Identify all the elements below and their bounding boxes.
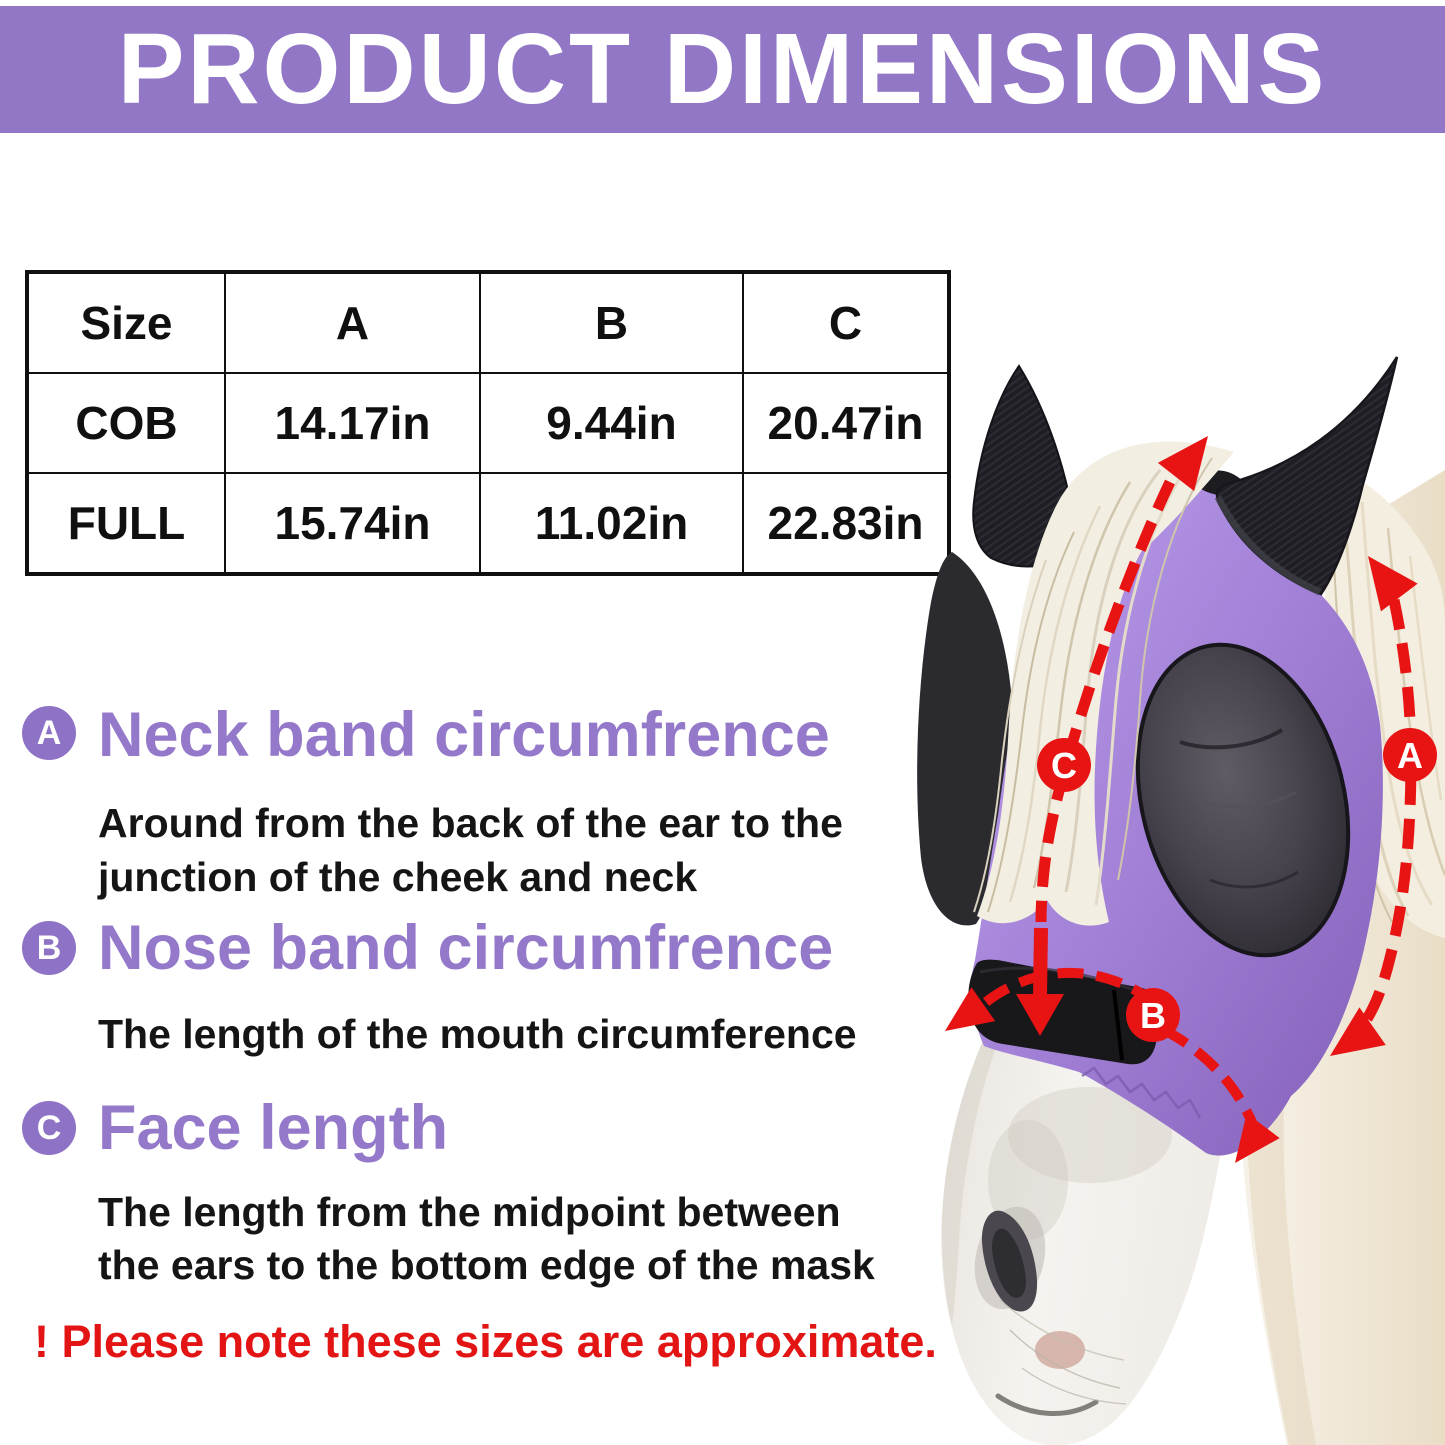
page-title: PRODUCT DIMENSIONS: [117, 13, 1328, 125]
cell-c: 20.47in: [742, 372, 950, 474]
cell-size: FULL: [26, 472, 226, 575]
col-header-b: B: [479, 271, 744, 374]
cell-b: 11.02in: [479, 472, 744, 575]
muzzle-details: [974, 1206, 1127, 1416]
section-b-line-1: The length of the mouth circumference: [98, 1011, 857, 1057]
section-a-line-1: Around from the back of the ear to the: [98, 800, 843, 846]
table-header-row: Size A B C: [26, 271, 950, 374]
section-a-line-2: junction of the cheek and neck: [98, 854, 698, 900]
cell-b: 9.44in: [479, 372, 744, 474]
cell-c: 22.83in: [742, 472, 950, 575]
arrow-b-nose-band: [933, 967, 1280, 1176]
approximate-sizes-note: ! Please note these sizes are approximat…: [34, 1316, 937, 1367]
chin-spot: [1035, 1331, 1085, 1369]
near-eye-mesh: [1135, 642, 1351, 958]
section-c-title: Face length: [98, 1093, 449, 1163]
cell-size: COB: [26, 372, 226, 474]
col-header-c: C: [742, 271, 950, 374]
arrow-a-neck-band: [1316, 542, 1418, 1075]
mesh-ears: [972, 356, 1399, 596]
badge-c-letter: C: [1051, 745, 1077, 786]
section-b-title: Nose band circumfrence: [98, 913, 834, 983]
far-eye-mesh: [917, 552, 1014, 926]
section-c-line-1: The length from the midpoint between: [98, 1189, 841, 1235]
col-header-size: Size: [26, 271, 226, 374]
section-a-title: Neck band circumfrence: [98, 700, 830, 770]
badge-a-letter: A: [1397, 735, 1423, 776]
section-b-letter-badge: B: [22, 921, 76, 975]
table-row: COB 14.17in 9.44in 20.47in: [26, 372, 950, 474]
section-a-letter-badge: A: [22, 706, 76, 760]
cell-a: 15.74in: [224, 472, 481, 575]
badge-a-circle: [1383, 728, 1437, 782]
size-table: Size A B C COB 14.17in 9.44in 20.47in FU…: [25, 270, 951, 576]
badge-b-letter: B: [1140, 995, 1166, 1036]
horse-fly-mask-diagram: C A B: [917, 356, 1445, 1445]
left-ear: [972, 364, 1079, 568]
col-header-a: A: [224, 271, 481, 374]
section-c-letter-badge: C: [22, 1101, 76, 1155]
badge-c-circle: [1037, 738, 1091, 792]
measurement-arrows: C A B: [933, 421, 1437, 1176]
header-banner: PRODUCT DIMENSIONS: [0, 6, 1445, 133]
horse-muzzle: [941, 1038, 1231, 1445]
cell-a: 14.17in: [224, 372, 481, 474]
arrow-letter-badges: C A B: [1037, 728, 1437, 1042]
section-c-line-2: the ears to the bottom edge of the mask: [98, 1242, 875, 1288]
mouth-line: [995, 1393, 1099, 1416]
badge-b-circle: [1126, 988, 1180, 1042]
table-row: FULL 15.74in 11.02in 22.83in: [26, 472, 950, 575]
